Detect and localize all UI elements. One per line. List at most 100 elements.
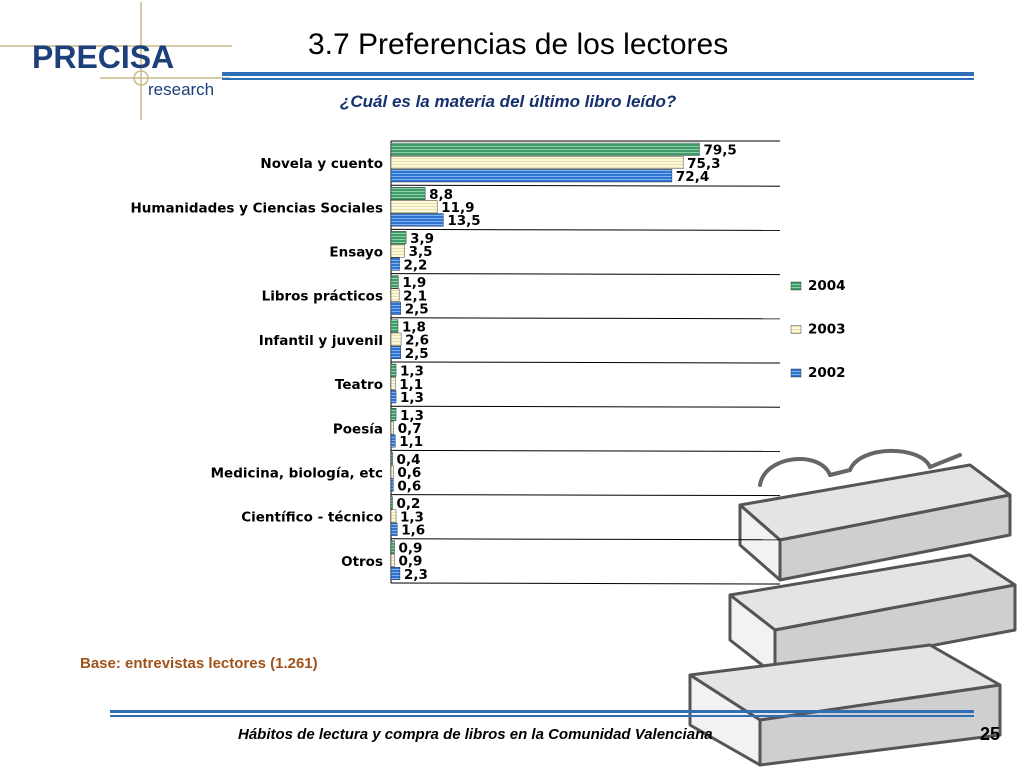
bar-2003 xyxy=(390,509,397,523)
data-label: 8,8 xyxy=(429,187,453,203)
data-label: 1,9 xyxy=(402,275,426,291)
category-separator xyxy=(390,184,781,187)
data-label: 1,1 xyxy=(399,434,423,450)
data-label: 1,6 xyxy=(401,523,425,539)
data-label: 2,1 xyxy=(403,288,427,304)
legend-swatch-2002 xyxy=(790,368,802,378)
data-label: 72,4 xyxy=(676,169,709,185)
bar-2003 xyxy=(390,465,394,479)
bar-2002 xyxy=(390,478,394,492)
data-label: 0,6 xyxy=(397,465,421,481)
data-label: 1,3 xyxy=(400,390,424,406)
data-label: 0,2 xyxy=(397,496,421,512)
data-label: 13,5 xyxy=(447,213,480,229)
category-separator xyxy=(390,273,781,276)
page-title: 3.7 Preferencias de los lectores xyxy=(308,28,729,61)
category-label: Medicina, biología, etc xyxy=(211,466,383,482)
bar-2004 xyxy=(390,496,393,510)
bar-2002 xyxy=(390,301,401,315)
data-label: 79,5 xyxy=(703,143,736,159)
category-separator xyxy=(390,228,781,231)
category-label: Libros prácticos xyxy=(262,289,383,305)
legend-label: 2002 xyxy=(808,365,846,381)
svg-text:research: research xyxy=(148,80,214,99)
bar-2004 xyxy=(390,452,393,466)
category-separator xyxy=(390,361,781,364)
bar-2003 xyxy=(390,332,402,346)
category-separator xyxy=(390,449,781,452)
bar-2003 xyxy=(390,553,395,567)
bar-2004 xyxy=(390,275,399,289)
precisa-logo: PRECISA research xyxy=(0,2,232,120)
bar-2003 xyxy=(390,244,405,258)
data-label: 75,3 xyxy=(687,156,720,172)
category-label: Otros xyxy=(341,554,383,570)
category-separator xyxy=(390,405,781,408)
legend-swatch-2004 xyxy=(790,281,802,291)
bar-2004 xyxy=(390,231,407,245)
bar-2002 xyxy=(390,390,397,404)
data-label: 1,3 xyxy=(400,509,424,525)
data-label: 0,4 xyxy=(397,452,421,468)
legend-swatch-2003 xyxy=(790,325,802,334)
legend-label: 2004 xyxy=(808,278,846,294)
bar-2004 xyxy=(390,186,426,200)
bar-2002 xyxy=(390,213,444,227)
data-label: 2,6 xyxy=(405,333,429,349)
category-label: Teatro xyxy=(335,377,383,393)
footer-text: Hábitos de lectura y compra de libros en… xyxy=(238,726,713,743)
bar-2004 xyxy=(390,540,395,554)
data-label: 2,5 xyxy=(405,346,429,362)
bar-2004 xyxy=(390,142,700,156)
bar-2002 xyxy=(390,434,396,448)
data-label: 2,5 xyxy=(405,302,429,318)
category-label: Humanidades y Ciencias Sociales xyxy=(131,200,384,216)
bar-2002 xyxy=(390,522,398,536)
category-separator xyxy=(390,538,781,541)
bar-2002 xyxy=(390,567,401,581)
bar-2003 xyxy=(390,200,438,214)
bar-2002 xyxy=(390,169,673,183)
bar-2004 xyxy=(390,363,397,377)
base-note: Base: entrevistas lectores (1.261) xyxy=(80,655,318,672)
footer-rule xyxy=(110,710,974,713)
data-label: 2,2 xyxy=(404,257,428,273)
data-label: 1,1 xyxy=(399,377,423,393)
category-label: Poesía xyxy=(333,421,383,437)
bar-2004 xyxy=(390,408,397,422)
data-label: 0,6 xyxy=(397,478,421,494)
category-separator xyxy=(390,494,781,497)
category-label: Infantil y juvenil xyxy=(259,333,383,349)
bar-2003 xyxy=(390,155,684,169)
bar-2004 xyxy=(390,319,399,333)
data-label: 0,9 xyxy=(398,554,422,570)
data-label: 2,3 xyxy=(404,567,428,583)
bar-2003 xyxy=(390,288,400,302)
data-label: 1,8 xyxy=(402,319,426,335)
bar-2002 xyxy=(390,346,401,360)
legend-label: 2003 xyxy=(808,322,846,338)
title-rule xyxy=(222,72,974,76)
data-label: 0,7 xyxy=(398,421,422,437)
page-number: 25 xyxy=(980,724,1001,744)
bar-2003 xyxy=(390,421,394,435)
data-label: 3,9 xyxy=(410,231,434,247)
category-label: Ensayo xyxy=(329,245,383,261)
footer-rule-thin xyxy=(110,715,974,717)
data-label: 1,3 xyxy=(400,364,424,380)
category-label: Científico - técnico xyxy=(241,510,383,526)
bar-2002 xyxy=(390,257,400,271)
data-label: 0,9 xyxy=(398,540,422,556)
bar-2003 xyxy=(390,377,396,391)
data-label: 3,5 xyxy=(409,244,433,260)
category-separator xyxy=(390,582,781,585)
svg-text:PRECISA: PRECISA xyxy=(32,39,174,75)
category-label: Novela y cuento xyxy=(260,156,383,172)
books-illustration xyxy=(688,448,1017,767)
category-separator xyxy=(390,317,781,320)
title-rule-thin xyxy=(222,78,974,80)
data-label: 11,9 xyxy=(441,200,474,216)
data-label: 1,3 xyxy=(400,408,424,424)
chart-question: ¿Cuál es la materia del último libro leí… xyxy=(340,92,677,111)
